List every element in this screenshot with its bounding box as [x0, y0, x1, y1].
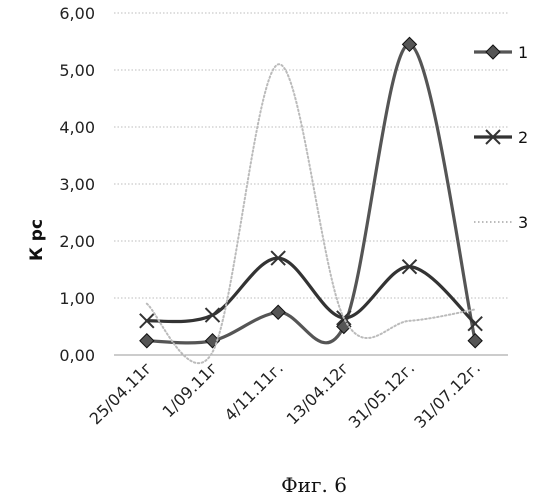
data-point-marker	[140, 334, 154, 348]
x-tick-labels: 25/04.11г1/09.11г4/11.11г.13/04.12г31/05…	[86, 358, 484, 432]
series-1	[140, 37, 482, 347]
x-tick-label: 31/05.12г.	[345, 358, 419, 432]
y-tick-label: 5,00	[59, 61, 95, 80]
y-tick-label: 6,00	[59, 4, 95, 23]
y-tick-label: 1,00	[59, 289, 95, 308]
data-point-marker	[486, 45, 500, 59]
legend-label: 1	[518, 43, 528, 62]
legend: 1 2 3	[474, 43, 528, 232]
legend-item-1: 1	[474, 43, 528, 62]
data-point-marker	[206, 308, 220, 322]
data-point-marker	[271, 305, 285, 319]
x-tick-label: 13/04.12г	[283, 358, 353, 428]
y-axis-label: К рс	[27, 219, 47, 261]
series-lines	[140, 37, 482, 363]
legend-item-3: 3	[474, 213, 528, 232]
legend-label: 2	[518, 128, 528, 147]
x-tick-label: 25/04.11г	[86, 358, 156, 428]
legend-item-2: 2	[474, 128, 528, 147]
series-3	[147, 64, 475, 363]
figure-caption: Фиг. 6	[281, 473, 347, 497]
series-line-2	[147, 258, 475, 324]
y-tick-labels: 0,00 1,00 2,00 3,00 4,00 5,00 6,00	[59, 4, 95, 365]
x-tick-label: 4/11.11г.	[221, 358, 287, 424]
y-tick-label: 0,00	[59, 346, 95, 365]
x-tick-label: 1/09.11г	[159, 358, 222, 421]
data-point-marker	[468, 334, 482, 348]
y-tick-label: 2,00	[59, 232, 95, 251]
legend-label: 3	[518, 213, 528, 232]
y-tick-label: 3,00	[59, 175, 95, 194]
x-tick-label: 31/07.12г.	[410, 358, 484, 432]
series-line-3	[147, 64, 475, 363]
y-tick-label: 4,00	[59, 118, 95, 137]
